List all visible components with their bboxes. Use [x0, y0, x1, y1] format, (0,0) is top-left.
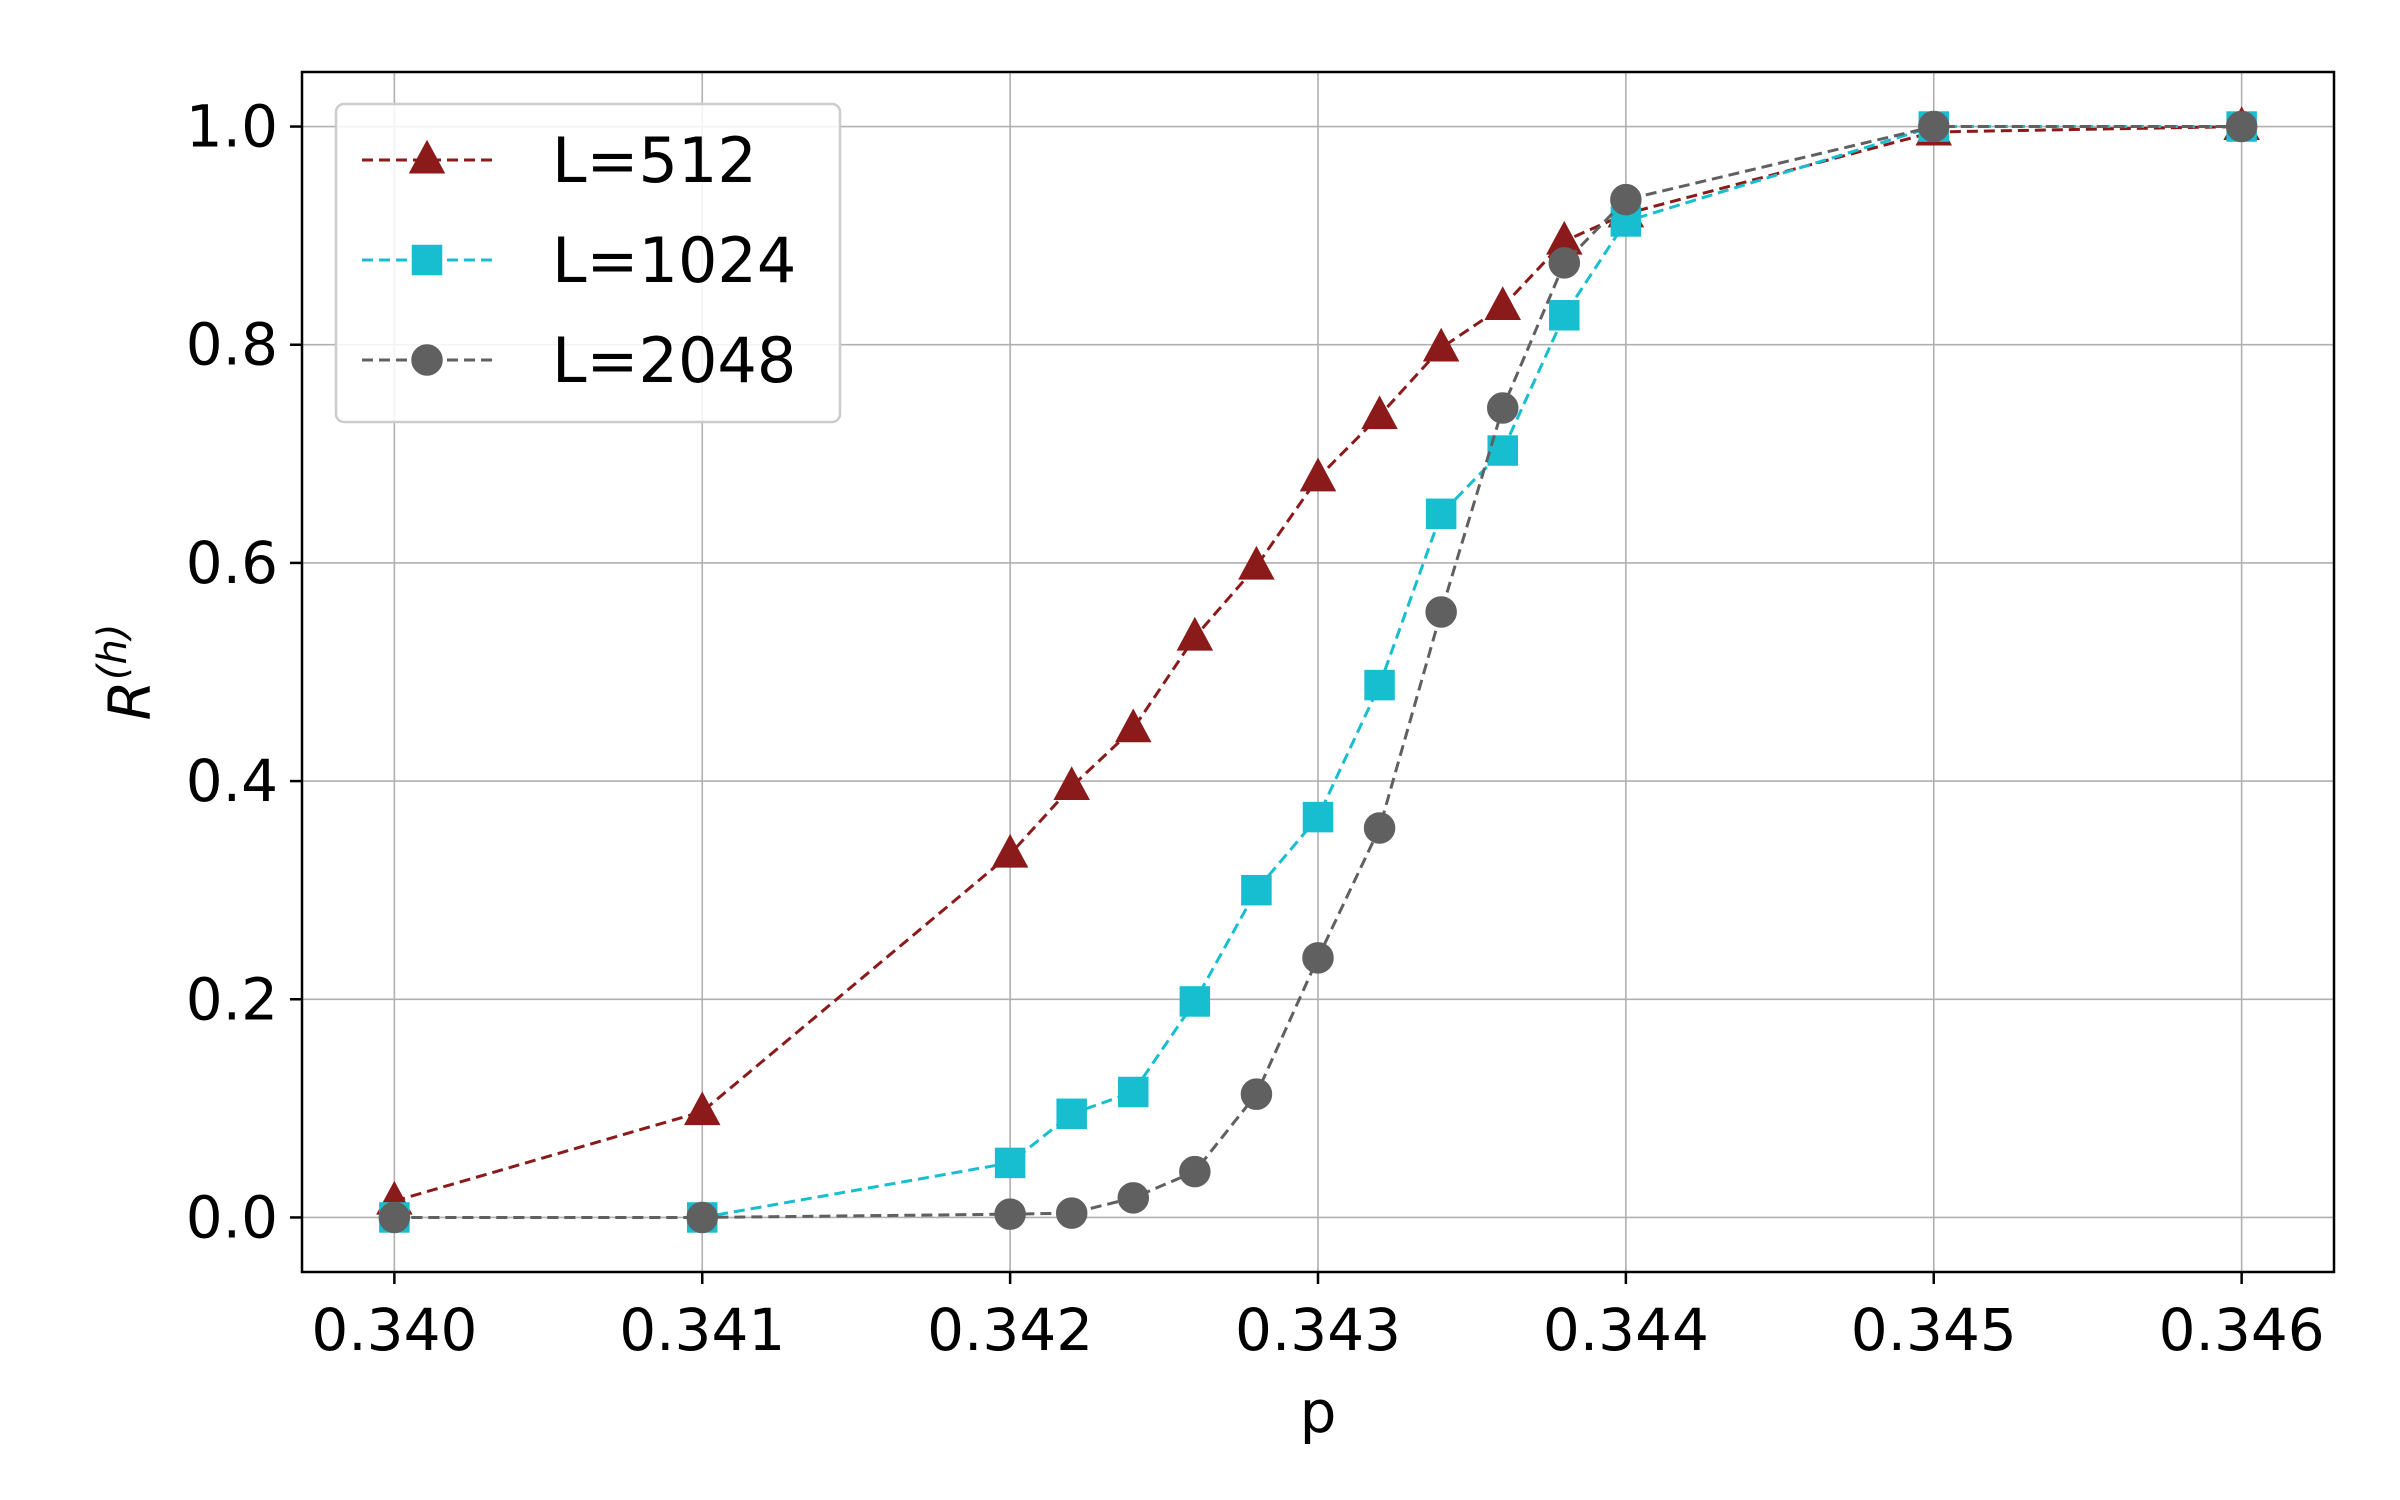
x-tick-label: 0.342 — [927, 1296, 1093, 1364]
data-point — [1610, 183, 1642, 216]
data-point — [1363, 812, 1396, 844]
legend: L=512 L=1024 L=2048 — [334, 102, 842, 424]
data-point — [1486, 392, 1519, 424]
series-layer — [376, 106, 2260, 1234]
data-point — [994, 1147, 1026, 1179]
y-tick-label: 0.8 — [186, 311, 278, 379]
data-point — [1179, 986, 1211, 1017]
legend-entry: L=2048 — [362, 324, 796, 397]
data-point — [991, 833, 1029, 868]
data-point — [1240, 1078, 1273, 1110]
series-2 — [378, 110, 2258, 1234]
x-tick-label: 0.344 — [1543, 1296, 1709, 1364]
data-point — [1299, 457, 1337, 492]
data-point — [1117, 1182, 1150, 1214]
legend-label: L=1024 — [552, 224, 796, 297]
data-point — [1179, 1155, 1211, 1188]
data-point — [994, 1198, 1026, 1230]
data-point — [1364, 669, 1395, 701]
legend-marker — [411, 344, 443, 376]
data-point — [1918, 110, 1950, 143]
data-point — [686, 1201, 718, 1234]
y-axis-label-base: R — [96, 680, 164, 720]
y-axis-label-superscript: (h) — [90, 624, 136, 681]
legend-label: L=512 — [552, 124, 757, 197]
x-axis-label: p — [1300, 1378, 1337, 1446]
legend-box — [334, 102, 842, 424]
legend-label: L=2048 — [552, 324, 796, 397]
data-point — [1549, 300, 1580, 331]
x-tick-label: 0.341 — [619, 1296, 785, 1364]
data-point — [1241, 874, 1272, 906]
x-tick-label: 0.345 — [1851, 1296, 2017, 1364]
data-point — [1422, 327, 1460, 362]
data-point — [1302, 801, 1334, 833]
data-point — [2225, 110, 2258, 143]
data-point — [1302, 942, 1334, 974]
data-point — [1055, 1197, 1088, 1229]
ticks: 0.340 0.341 0.342 0.343 0.344 0.345 0.346 0.0 0.… — [186, 93, 2325, 1364]
data-point — [683, 1091, 721, 1126]
x-tick-label: 0.340 — [311, 1296, 477, 1364]
y-tick-label: 0.4 — [186, 747, 278, 815]
data-point — [1118, 1076, 1149, 1108]
y-axis-label: R(h) — [90, 624, 164, 721]
y-tick-label: 0.0 — [186, 1183, 278, 1251]
y-tick-label: 1.0 — [186, 93, 278, 161]
data-point — [1548, 247, 1581, 279]
data-point — [1053, 766, 1090, 801]
data-point — [1425, 498, 1457, 530]
data-point — [1425, 596, 1457, 628]
data-point — [1238, 545, 1275, 580]
data-point — [1176, 616, 1214, 651]
data-point — [1056, 1098, 1087, 1130]
x-tick-label: 0.346 — [2159, 1296, 2325, 1364]
legend-entry: L=512 — [362, 124, 757, 197]
y-tick-label: 0.2 — [186, 965, 278, 1033]
legend-marker — [408, 139, 446, 174]
x-tick-label: 0.343 — [1235, 1296, 1401, 1364]
data-point — [378, 1201, 411, 1234]
y-tick-label: 0.6 — [186, 529, 278, 597]
data-point — [1115, 708, 1152, 743]
data-point — [1361, 395, 1398, 430]
legend-marker — [411, 244, 443, 276]
legend-entry: L=1024 — [362, 224, 796, 297]
data-point — [1484, 286, 1521, 321]
